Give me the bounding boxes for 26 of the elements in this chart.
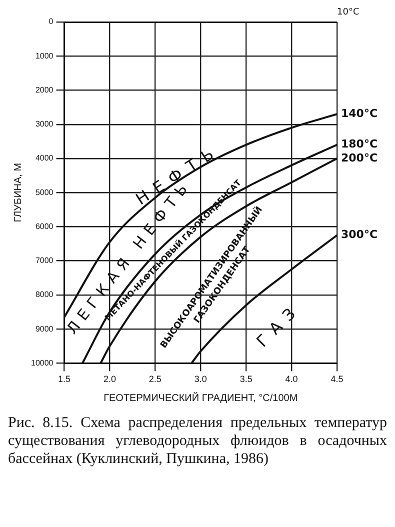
y-tick-label: 4000 [35, 154, 54, 163]
y-tick-label: 8000 [35, 290, 54, 300]
x-tick-label: 4.5 [330, 374, 344, 384]
series-label: 300°C [341, 228, 378, 242]
x-tick-label: 3.5 [240, 374, 252, 384]
x-tick-label: 4.0 [285, 374, 298, 384]
y-tick-label: 10000 [30, 358, 54, 368]
y-tick-label: 1000 [35, 51, 54, 60]
series-label: 200°C [341, 151, 378, 164]
y-tick-label: 3000 [35, 120, 54, 129]
y-tick-label: 9000 [35, 324, 54, 334]
series-label: 10°C [337, 7, 360, 18]
x-tick-label: 1.5 [58, 374, 71, 384]
text: Рис. 8.15. Схема распределения предельных температур существования углеводородных флюидов в осадочных бассейнах (Куклинский, Пушкина, 1986) [8, 414, 387, 468]
y-axis-title: ГЛУБИНА, М [12, 162, 24, 222]
x-tick-label: 2.0 [103, 374, 116, 384]
x-tick-label: 3.0 [194, 374, 207, 384]
y-tick-label: 7000 [35, 256, 54, 266]
series-label: 180°C [341, 138, 378, 151]
y-tick-label: 5000 [35, 188, 54, 197]
y-tick-label: 6000 [35, 222, 54, 231]
x-tick-label: 2.5 [148, 374, 162, 384]
y-tick-label: 2000 [35, 85, 54, 94]
x-axis-title: ГЕОТЕРМИЧЕСКИЙ ГРАДИЕНТ, °С/100М [104, 390, 298, 404]
series-label: 140°C [341, 106, 378, 120]
y-tick-label: 0 [48, 17, 54, 26]
